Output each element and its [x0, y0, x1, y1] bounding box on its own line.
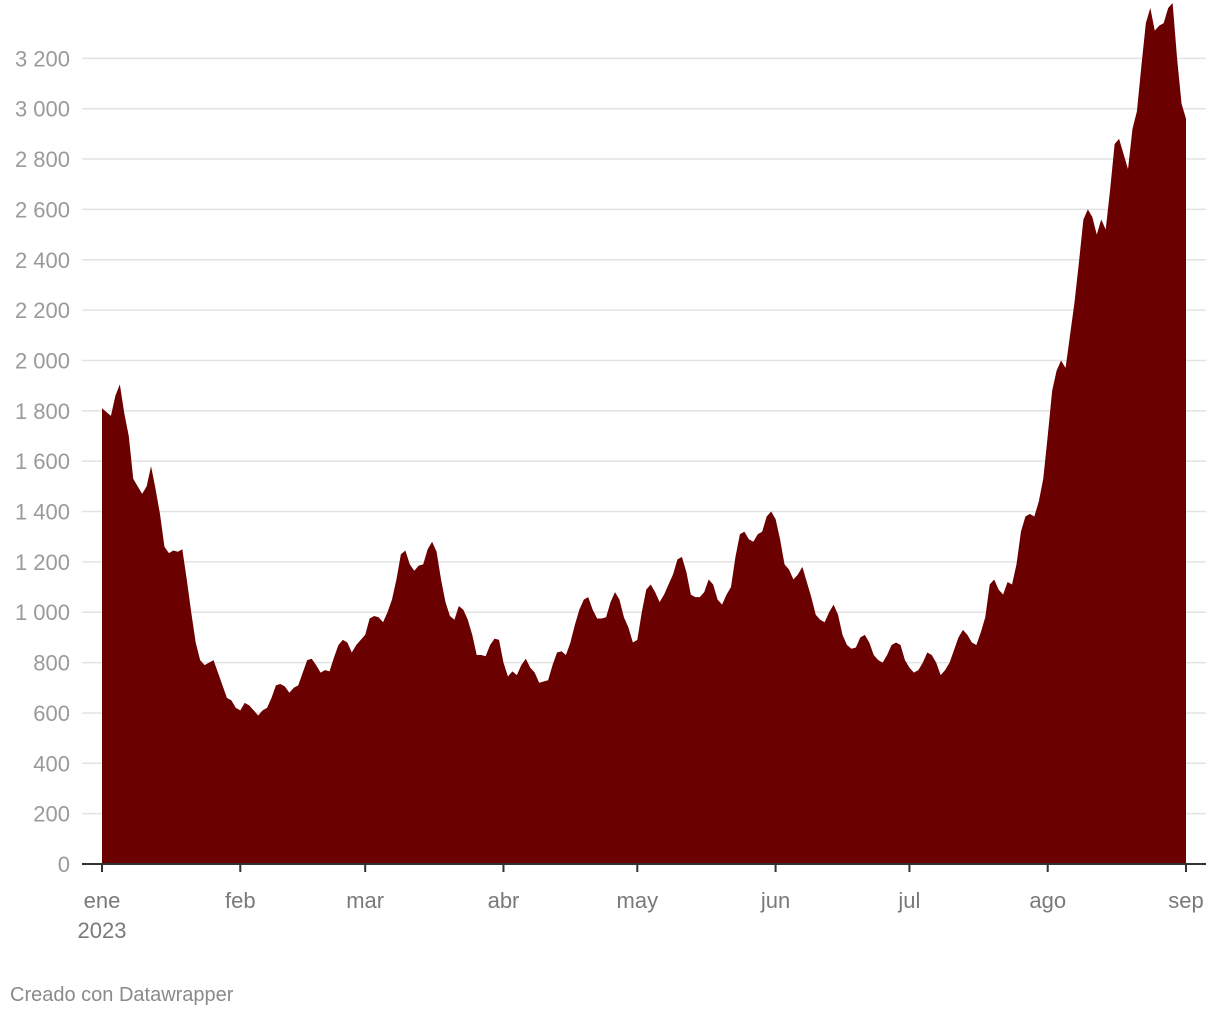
y-tick-label: 200	[33, 802, 70, 827]
x-tick-label: may	[617, 888, 659, 913]
series-area	[102, 2, 1186, 864]
y-tick-label: 1 800	[15, 399, 70, 424]
y-tick-label: 400	[33, 751, 70, 776]
x-tick-label: ene	[84, 888, 121, 913]
y-tick-label: 600	[33, 701, 70, 726]
area-chart: 0 200 400 600 800 1 000 1 200 1 400 1 600 1 800 2 …	[15, 2, 1206, 943]
credit-text: Creado con Datawrapper	[10, 984, 234, 1006]
y-tick-label: 2 400	[15, 248, 70, 273]
x-tick-label: abr	[488, 888, 520, 913]
x-tick-label: ago	[1029, 888, 1066, 913]
y-tick-label: 0	[58, 852, 70, 877]
series-area-layer	[102, 2, 1186, 864]
x-tick-sublabel: 2023	[78, 918, 127, 943]
y-tick-label: 2 200	[15, 298, 70, 323]
x-tick-label: jul	[897, 888, 920, 913]
y-tick-label: 2 000	[15, 348, 70, 373]
x-tick-label: sep	[1168, 888, 1203, 913]
y-tick-label: 3 200	[15, 46, 70, 71]
axes: 0 200 400 600 800 1 000 1 200 1 400 1 600 1 800 2 …	[15, 46, 1206, 943]
chart-area: 0 200 400 600 800 1 000 1 200 1 400 1 600 1 800 2 …	[15, 2, 1206, 943]
y-tick-label: 800	[33, 651, 70, 676]
y-tick-label: 2 800	[15, 147, 70, 172]
y-tick-label: 3 000	[15, 97, 70, 122]
y-tick-label: 1 000	[15, 600, 70, 625]
y-tick-label: 1 600	[15, 449, 70, 474]
y-tick-label: 2 600	[15, 197, 70, 222]
y-tick-label: 1 400	[15, 500, 70, 525]
y-tick-label: 1 200	[15, 550, 70, 575]
x-tick-label: mar	[346, 888, 384, 913]
x-tick-label: feb	[225, 888, 256, 913]
x-tick-label: jun	[760, 888, 790, 913]
